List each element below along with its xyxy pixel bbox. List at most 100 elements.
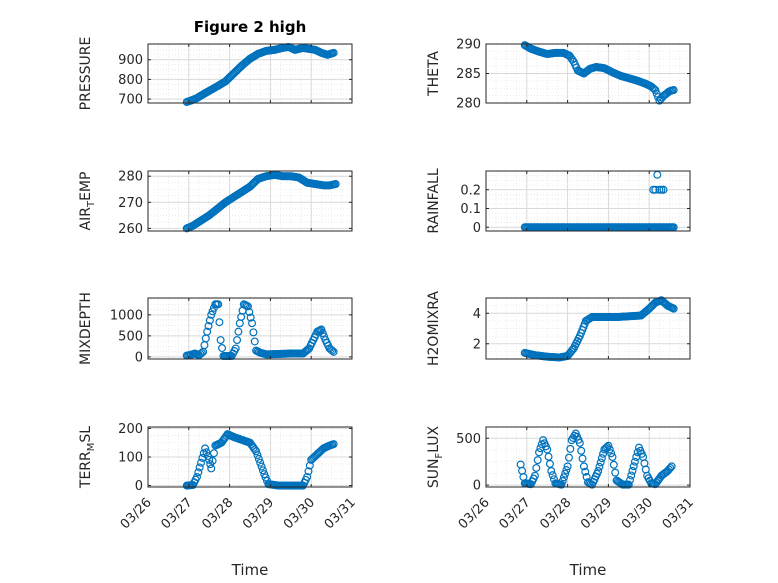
y-tick-label: 4 xyxy=(473,307,481,322)
data-point xyxy=(557,480,566,489)
figure-title: Figure 2 high xyxy=(194,18,307,36)
data-point xyxy=(305,461,314,470)
data-point xyxy=(544,452,553,461)
y-tick-label: 100 xyxy=(118,451,143,466)
data-point xyxy=(204,322,213,331)
axes-box xyxy=(147,43,353,104)
data-point xyxy=(596,458,605,467)
y-tick-label: 0 xyxy=(135,479,143,494)
data-point xyxy=(651,86,660,95)
y-tick-label: 0.1 xyxy=(460,202,481,217)
series-h2omixra xyxy=(520,296,678,362)
y-tick-label: 280 xyxy=(456,97,481,112)
y-tick-label: 2 xyxy=(473,337,481,352)
data-point xyxy=(329,48,338,57)
data-point xyxy=(250,337,259,346)
data-point xyxy=(577,446,586,455)
data-point xyxy=(666,463,675,472)
axes-theta: 280 285 290 THETA xyxy=(426,38,691,112)
axes-box xyxy=(485,297,691,360)
data-point xyxy=(628,466,637,475)
data-point xyxy=(579,462,588,471)
data-point xyxy=(245,308,254,317)
axes-rainfall: 0 0.1 0.2 RAINFALL xyxy=(426,168,691,236)
data-point xyxy=(549,475,558,484)
data-point xyxy=(669,86,678,95)
y-tick-label: 500 xyxy=(118,329,143,344)
x-axis-label: Time xyxy=(569,561,607,579)
data-point xyxy=(594,467,603,476)
data-point xyxy=(564,453,573,462)
data-point xyxy=(208,456,217,465)
data-point xyxy=(667,462,676,471)
data-point xyxy=(249,328,258,337)
data-point xyxy=(318,329,327,338)
data-point xyxy=(626,476,635,485)
data-point xyxy=(624,480,633,489)
y-tick-label: 500 xyxy=(456,432,481,447)
data-point xyxy=(563,462,572,471)
y-tick-label: 260 xyxy=(118,222,143,237)
y-axis-label: SUNFLUX xyxy=(426,425,445,488)
data-point xyxy=(558,477,567,486)
data-point xyxy=(303,473,312,482)
axes-box xyxy=(485,426,691,488)
data-point xyxy=(243,302,252,311)
data-point xyxy=(234,327,243,336)
data-point xyxy=(561,469,570,478)
data-point xyxy=(331,180,340,189)
data-point xyxy=(575,438,584,447)
data-point xyxy=(535,448,544,457)
data-point xyxy=(203,327,212,336)
data-point xyxy=(543,445,552,454)
y-tick-label: 1000 xyxy=(110,308,143,323)
data-point xyxy=(253,451,262,460)
y-axis-label: PRESSURE xyxy=(78,37,94,111)
data-point xyxy=(248,319,257,328)
axes-air_temp: 260 270 280 AIRTEMP xyxy=(78,170,353,237)
data-point xyxy=(201,444,210,453)
data-point xyxy=(548,471,557,480)
y-tick-label: 0 xyxy=(135,350,143,365)
data-point xyxy=(651,185,660,194)
data-point xyxy=(328,346,337,355)
series-theta xyxy=(520,41,678,105)
data-point xyxy=(216,336,225,345)
data-point xyxy=(669,304,678,313)
data-point xyxy=(231,344,240,353)
x-axis-label: Time xyxy=(231,561,269,579)
data-point xyxy=(627,471,636,480)
y-tick-label: 900 xyxy=(118,53,143,68)
data-point xyxy=(205,316,214,325)
data-point xyxy=(595,462,604,471)
data-point xyxy=(215,318,224,327)
data-point xyxy=(607,449,616,458)
data-point xyxy=(209,449,218,458)
y-axis-label: TERRMSL xyxy=(78,426,97,489)
data-point xyxy=(202,448,211,457)
data-point xyxy=(659,185,668,194)
axes-box xyxy=(485,170,691,232)
y-axis-label: AIRTEMP xyxy=(78,172,97,231)
y-tick-label: 800 xyxy=(118,73,143,88)
data-point xyxy=(257,462,266,471)
data-point xyxy=(233,336,242,345)
data-point xyxy=(530,471,539,480)
data-point xyxy=(254,454,263,463)
axes-pressure: 700 800 900 PRESSURE Figure 2 high xyxy=(78,18,353,111)
data-point xyxy=(630,457,639,466)
data-point xyxy=(652,89,661,98)
data-point xyxy=(578,454,587,463)
data-point xyxy=(207,310,216,319)
data-point xyxy=(562,466,571,475)
y-tick-label: 270 xyxy=(118,196,143,211)
data-point xyxy=(256,458,265,467)
axes-layer: 700 800 900 PRESSURE Figure 2 high 280 285 290 T… xyxy=(78,18,697,579)
data-point xyxy=(533,456,542,465)
series-air_temp xyxy=(182,170,340,233)
data-point xyxy=(208,307,217,316)
data-point xyxy=(532,463,541,472)
y-axis-label: RAINFALL xyxy=(426,168,442,233)
data-point xyxy=(611,468,620,477)
data-point xyxy=(566,444,575,453)
